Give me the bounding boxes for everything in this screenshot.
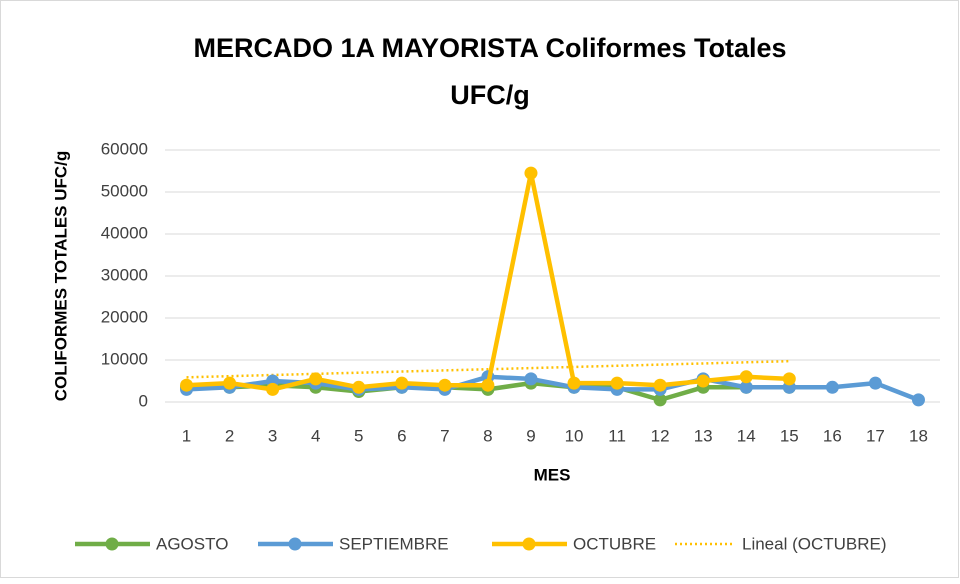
- legend-label: AGOSTO: [156, 534, 228, 553]
- data-point: [524, 372, 538, 386]
- x-tick-label: 11: [608, 426, 626, 445]
- data-point: [395, 376, 409, 390]
- y-tick-label: 30000: [101, 265, 148, 284]
- x-axis-label: MES: [534, 465, 571, 484]
- x-tick-label: 4: [311, 426, 320, 445]
- x-tick-label: 14: [737, 426, 756, 445]
- x-tick-label: 2: [225, 426, 234, 445]
- legend-marker: [288, 537, 302, 551]
- data-point: [653, 378, 667, 392]
- x-tick-label: 6: [397, 426, 406, 445]
- data-point: [309, 372, 323, 386]
- chart-subtitle: UFC/g: [450, 80, 529, 110]
- data-point: [524, 166, 538, 180]
- y-axis-label: COLIFORMES TOTALES UFC/g: [51, 151, 70, 402]
- data-point: [481, 378, 495, 392]
- y-tick-label: 60000: [101, 139, 148, 158]
- data-point: [782, 372, 796, 386]
- x-tick-label: 17: [866, 426, 885, 445]
- y-tick-label: 10000: [101, 349, 148, 368]
- data-point: [610, 376, 624, 390]
- trendline: [186, 359, 790, 379]
- x-tick-label: 7: [440, 426, 449, 445]
- x-tick-label: 9: [526, 426, 535, 445]
- legend-label: Lineal (OCTUBRE): [742, 534, 887, 553]
- data-point: [266, 382, 280, 396]
- data-point: [438, 378, 452, 392]
- chart-title: MERCADO 1A MAYORISTA Coliformes Totales: [193, 33, 786, 63]
- x-tick-label: 12: [651, 426, 670, 445]
- x-tick-label: 10: [565, 426, 584, 445]
- y-tick-label: 40000: [101, 223, 148, 242]
- x-tick-label: 5: [354, 426, 363, 445]
- x-tick-label: 18: [909, 426, 928, 445]
- data-point: [868, 376, 882, 390]
- data-point: [653, 393, 667, 407]
- legend-marker: [522, 537, 536, 551]
- y-tick-label: 0: [139, 391, 148, 410]
- y-tick-label: 50000: [101, 181, 148, 200]
- data-point: [352, 380, 366, 394]
- legend-label: SEPTIEMBRE: [339, 534, 449, 553]
- data-point: [739, 380, 753, 394]
- legend-marker: [105, 537, 119, 551]
- data-point: [825, 380, 839, 394]
- data-point: [180, 378, 194, 392]
- data-point: [911, 393, 925, 407]
- x-tick-label: 15: [780, 426, 799, 445]
- x-tick-label: 1: [182, 426, 191, 445]
- x-tick-label: 3: [268, 426, 277, 445]
- x-tick-label: 8: [483, 426, 492, 445]
- legend-label: OCTUBRE: [573, 534, 656, 553]
- data-point: [567, 376, 581, 390]
- data-point: [223, 376, 237, 390]
- y-tick-label: 20000: [101, 307, 148, 326]
- x-tick-label: 13: [694, 426, 713, 445]
- x-tick-label: 16: [823, 426, 842, 445]
- data-point: [696, 374, 710, 388]
- data-point: [739, 370, 753, 384]
